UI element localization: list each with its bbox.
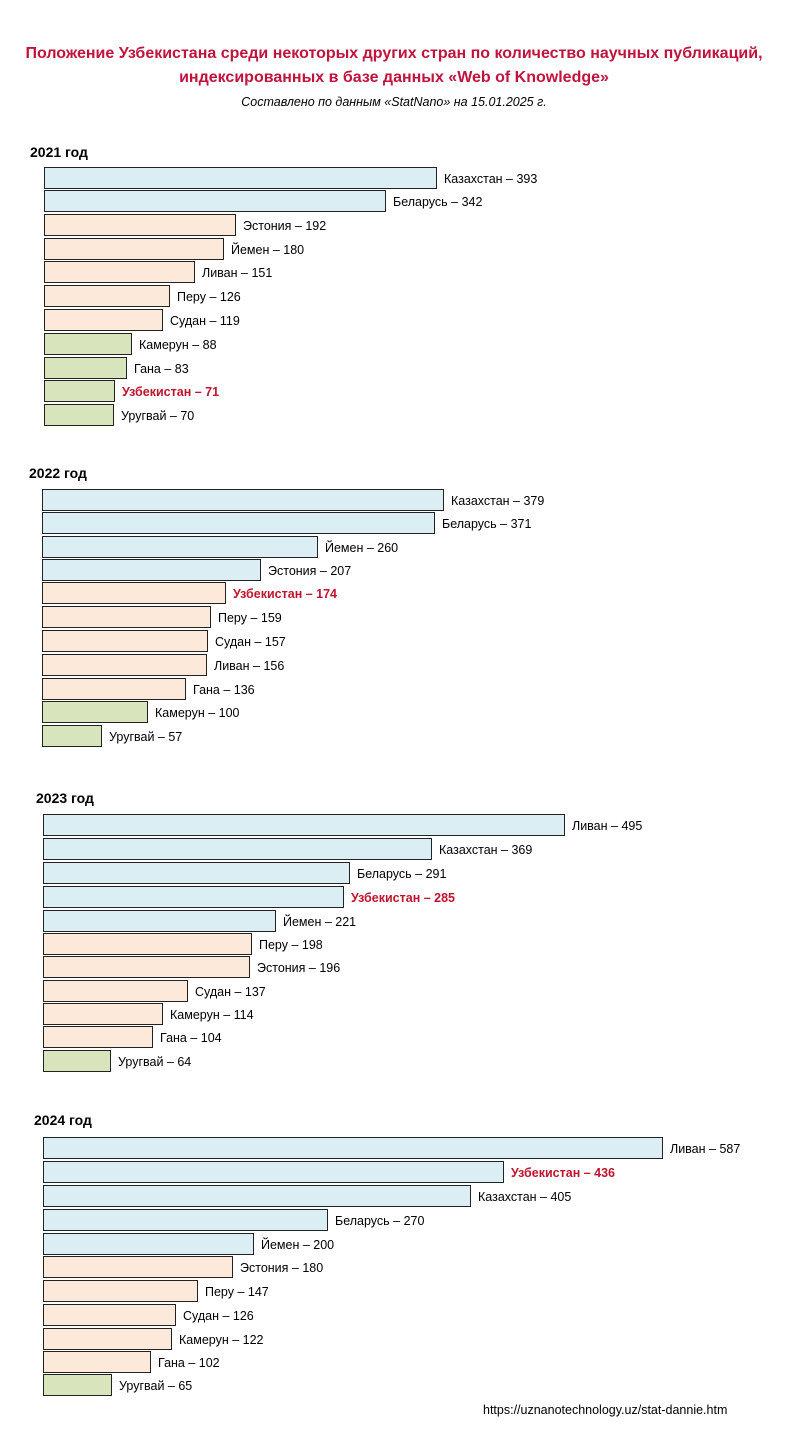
- chart-title-line1: Положение Узбекистана среди некоторых др…: [25, 45, 763, 62]
- bar: [43, 956, 250, 978]
- bar: [44, 357, 127, 379]
- bar: [44, 214, 236, 236]
- bar-label: Йемен – 200: [261, 1238, 335, 1252]
- bar-label: Гана – 104: [160, 1031, 222, 1045]
- bar: [42, 630, 208, 652]
- bar-label: Узбекистан – 71: [122, 385, 220, 399]
- bar: [42, 489, 444, 511]
- bar: [43, 1209, 328, 1231]
- bar-label: Казахстан – 393: [444, 172, 538, 186]
- bar: [44, 167, 437, 189]
- bar-label: Ливан – 587: [670, 1142, 741, 1156]
- bar-label: Уругвай – 70: [121, 409, 195, 423]
- bar-label: Эстония – 196: [257, 961, 341, 975]
- bar-label: Узбекистан – 436: [511, 1166, 615, 1180]
- source-url: https://uznanotechnology.uz/stat-dannie.…: [483, 1403, 728, 1417]
- bar: [44, 238, 224, 260]
- bar: [43, 1233, 254, 1255]
- bar-label: Эстония – 180: [240, 1261, 324, 1275]
- bar-label: Эстония – 192: [243, 219, 327, 233]
- bar: [42, 536, 318, 558]
- bar: [43, 1161, 504, 1183]
- chart-year-label: 2021 год: [30, 144, 88, 160]
- bar-label: Уругвай – 65: [119, 1379, 193, 1393]
- bar: [42, 701, 148, 723]
- bar: [43, 1374, 112, 1396]
- bar-label: Перу – 126: [177, 290, 241, 304]
- bar-label: Уругвай – 64: [118, 1055, 192, 1069]
- bar-label: Судан – 137: [195, 985, 266, 999]
- bar: [44, 404, 114, 426]
- bar-label: Камерун – 114: [170, 1008, 254, 1022]
- bar: [43, 1003, 163, 1025]
- bar-label: Судан – 119: [170, 314, 240, 328]
- bar-label: Перу – 159: [218, 611, 282, 625]
- bar: [44, 285, 170, 307]
- bar-label: Беларусь – 291: [357, 867, 447, 881]
- bar-label: Перу – 198: [259, 938, 323, 952]
- bar-label: Гана – 83: [134, 362, 189, 376]
- bar-label: Ливан – 151: [202, 266, 273, 280]
- bar: [43, 1351, 151, 1373]
- bar: [43, 1328, 172, 1350]
- bar-label: Гана – 136: [193, 683, 255, 697]
- bar-label: Йемен – 180: [231, 243, 305, 257]
- bar: [43, 1050, 111, 1072]
- bar: [44, 190, 386, 212]
- bar-label: Перу – 147: [205, 1285, 269, 1299]
- bar: [42, 582, 226, 604]
- bar: [42, 725, 102, 747]
- bar-label: Беларусь – 270: [335, 1214, 425, 1228]
- bar-label: Узбекистан – 174: [233, 587, 337, 601]
- bar: [43, 814, 565, 836]
- bar: [42, 606, 211, 628]
- bar: [43, 862, 350, 884]
- bar: [42, 512, 435, 534]
- chart-title: Положение Узбекистана среди некоторых др…: [0, 42, 788, 90]
- bar: [44, 333, 132, 355]
- bar-label: Йемен – 221: [283, 915, 357, 929]
- bar-label: Беларусь – 342: [393, 195, 483, 209]
- bar: [44, 380, 115, 402]
- bar-label: Эстония – 207: [268, 564, 352, 578]
- chart-year-label: 2022 год: [29, 465, 87, 481]
- bar-label: Уругвай – 57: [109, 730, 183, 744]
- chart-subtitle: Составлено по данным «StatNano» на 15.01…: [241, 95, 547, 109]
- bar-label: Ливан – 156: [214, 659, 285, 673]
- bar: [44, 309, 163, 331]
- bar: [42, 678, 186, 700]
- bar: [44, 261, 195, 283]
- bar: [43, 838, 432, 860]
- bar-label: Судан – 157: [215, 635, 286, 649]
- bar-label: Йемен – 260: [325, 541, 399, 555]
- bar-label: Узбекистан – 285: [351, 891, 455, 905]
- bar: [43, 1280, 198, 1302]
- bar-label: Казахстан – 369: [439, 843, 533, 857]
- bar: [43, 933, 252, 955]
- chart-title-line2: индексированных в базе данных «Web of Kn…: [179, 69, 609, 86]
- bar-label: Камерун – 88: [139, 338, 217, 352]
- bar: [43, 1256, 233, 1278]
- bar: [43, 1026, 153, 1048]
- bar: [43, 1137, 663, 1159]
- bar: [42, 654, 207, 676]
- bar-label: Камерун – 100: [155, 706, 240, 720]
- bar-label: Казахстан – 405: [478, 1190, 572, 1204]
- bar-label: Беларусь – 371: [442, 517, 532, 531]
- bar: [43, 1304, 176, 1326]
- bar-label: Казахстан – 379: [451, 494, 545, 508]
- bar: [43, 886, 344, 908]
- bar-label: Ливан – 495: [572, 819, 643, 833]
- bar: [43, 980, 188, 1002]
- bar: [42, 559, 261, 581]
- chart-year-label: 2024 год: [34, 1112, 92, 1128]
- chart-year-label: 2023 год: [36, 790, 94, 806]
- bar-label: Судан – 126: [183, 1309, 254, 1323]
- bar: [43, 1185, 471, 1207]
- bar-label: Гана – 102: [158, 1356, 220, 1370]
- bar-label: Камерун – 122: [179, 1333, 264, 1347]
- bar: [43, 910, 276, 932]
